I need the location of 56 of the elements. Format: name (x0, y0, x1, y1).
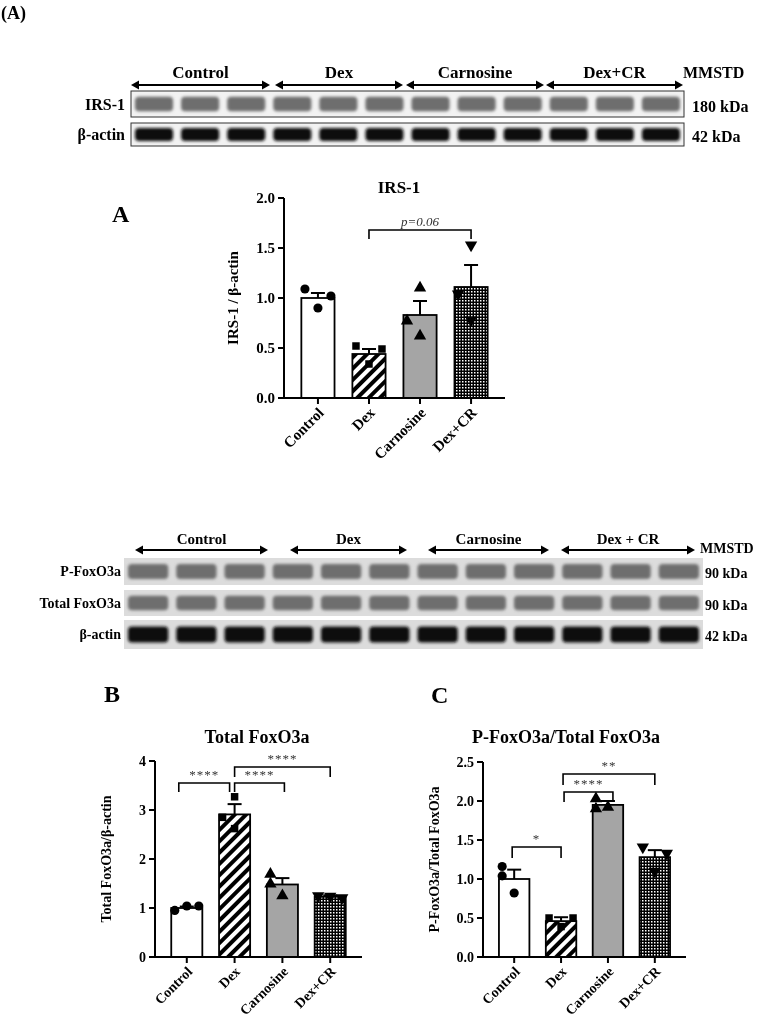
chart-title: Total FoxO3a (204, 727, 310, 747)
category-label: 42 kDa (705, 629, 748, 645)
category-label: 90 kDa (705, 597, 748, 613)
y-tick-label: 2.0 (456, 793, 474, 809)
category-label: Control (172, 63, 229, 82)
x-tick-label: Dex (216, 963, 244, 992)
y-axis-title: Total FoxO3a/β-actin (99, 795, 114, 923)
category-label: β-actin (77, 126, 125, 144)
y-tick-label: 2.5 (456, 754, 474, 770)
y-tick-label: 1.0 (256, 290, 275, 307)
category-label: Carnosine (455, 531, 522, 547)
y-axis-title: P-FoxO3a/Total FoxO3a (427, 786, 442, 933)
category-label: Dex+CR (583, 63, 647, 82)
chart-title: IRS-1 (377, 178, 421, 197)
x-tick-label: Dex (348, 404, 379, 434)
annotation: * (532, 831, 541, 846)
text: C (431, 682, 449, 708)
category-label: 42 kDa (692, 128, 741, 146)
annotation: **** (244, 767, 275, 782)
chart-title: P-FoxO3a/Total FoxO3a (472, 727, 660, 747)
category-label: 180 kDa (692, 97, 749, 115)
annotation: ** (601, 758, 617, 773)
y-tick-label: 1 (139, 900, 146, 916)
y-tick-label: 4 (139, 753, 146, 769)
y-tick-label: 2.0 (256, 190, 275, 207)
y-tick-label: 0.0 (256, 390, 275, 407)
text: MMSTD (700, 541, 754, 556)
category-label: Dex (336, 531, 362, 547)
text: (A) (1, 3, 26, 24)
y-tick-label: 0.5 (456, 910, 474, 926)
y-tick-label: 0 (139, 949, 146, 965)
y-tick-label: 1.5 (256, 240, 275, 257)
category-label: Control (176, 531, 227, 547)
annotation: **** (189, 767, 220, 782)
y-tick-label: 0.0 (456, 949, 474, 965)
category-label: Dex + CR (596, 531, 660, 547)
text: A (112, 201, 130, 227)
category-label: β-actin (79, 627, 121, 643)
y-tick-label: 2 (139, 851, 146, 867)
category-label: Dex (324, 63, 354, 82)
annotation: p=0.06 (400, 214, 440, 229)
category-label: 90 kDa (705, 566, 748, 582)
category-label: P-FoxO3a (60, 564, 121, 580)
x-tick-label: Dex (542, 963, 570, 992)
text: MMSTD (683, 64, 745, 81)
y-tick-label: 1.0 (456, 871, 474, 887)
category-label: Carnosine (437, 63, 513, 82)
y-tick-label: 0.5 (256, 340, 275, 357)
text: B (104, 681, 121, 707)
annotation: **** (267, 751, 298, 766)
y-tick-label: 3 (139, 802, 146, 818)
category-label: Total FoxO3a (39, 595, 121, 611)
category-label: IRS-1 (84, 95, 125, 113)
y-tick-label: 1.5 (456, 832, 474, 848)
y-axis-title: IRS-1 / β-actin (225, 250, 241, 345)
annotation: **** (573, 776, 604, 791)
